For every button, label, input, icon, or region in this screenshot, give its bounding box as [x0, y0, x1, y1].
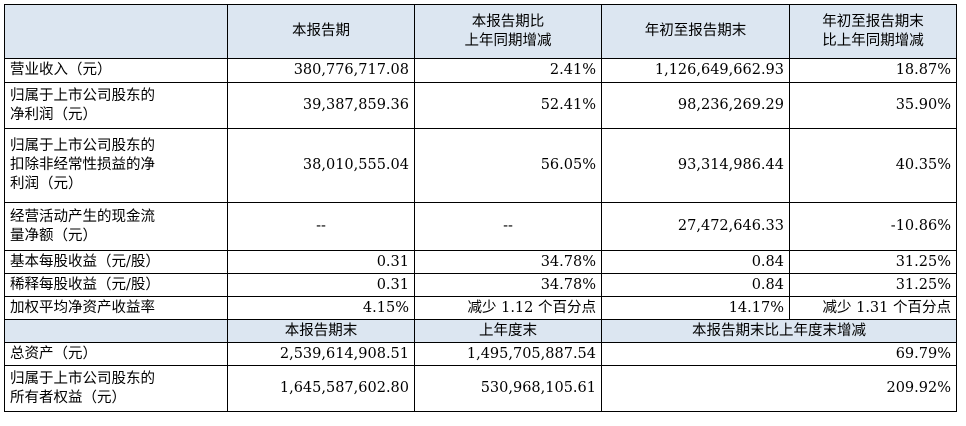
cell-ytd-yoy: 31.25%	[789, 273, 957, 297]
header-change-vs-prior-year-end: 本报告期末比上年度末增减	[601, 319, 957, 343]
label-line: 扣除非经常性损益的净	[10, 157, 155, 173]
cell-ytd-yoy: 18.87%	[789, 58, 957, 83]
cell-prior-year-end: 1,495,705,887.54	[414, 342, 602, 366]
cell-current-period-yoy: 34.78%	[414, 273, 602, 297]
financial-indicators-table: 本报告期 本报告期比 上年同期增减 年初至报告期末 年初至报告期末 比上年同期增…	[4, 4, 957, 412]
header-ytd-yoy: 年初至报告期末 比上年同期增减	[789, 4, 957, 59]
cell-ytd: 1,126,649,662.93	[601, 58, 790, 83]
cell-ytd: 0.84	[601, 273, 790, 297]
cell-ytd: 98,236,269.29	[601, 82, 790, 129]
cell-ytd-yoy: 减少 1.31 个百分点	[789, 296, 957, 320]
row-label: 加权平均净资产收益率	[4, 296, 228, 320]
table-row: 归属于上市公司股东的 扣除非经常性损益的净 利润（元） 38,010,555.0…	[4, 128, 957, 203]
cell-current-period: --	[227, 202, 415, 251]
label-line: 净利润（元）	[10, 106, 97, 123]
header-line: 年初至报告期末	[822, 13, 924, 30]
row-label: 基本每股收益（元/股）	[4, 250, 228, 274]
label-line: 归属于上市公司股东的	[10, 138, 155, 154]
cell-ytd-yoy: 31.25%	[789, 250, 957, 274]
cell-period-end: 2,539,614,908.51	[227, 342, 415, 366]
header-row: 本报告期 本报告期比 上年同期增减 年初至报告期末 年初至报告期末 比上年同期增…	[4, 4, 957, 59]
row-label: 经营活动产生的现金流 量净额（元）	[4, 202, 228, 251]
label-line: 经营活动产生的现金流	[10, 208, 155, 225]
label-line: 归属于上市公司股东的	[10, 370, 155, 387]
cell-current-period: 0.31	[227, 250, 415, 274]
table-row: 加权平均净资产收益率 4.15% 减少 1.12 个百分点 14.17% 减少 …	[4, 296, 957, 320]
cell-ytd: 93,314,986.44	[601, 128, 790, 203]
cell-prior-year-end: 530,968,105.61	[414, 365, 602, 412]
cell-current-period-yoy: 52.41%	[414, 82, 602, 129]
table-row: 归属于上市公司股东的 所有者权益（元） 1,645,587,602.80 530…	[4, 365, 957, 412]
header-corner	[4, 319, 228, 343]
header-corner	[4, 4, 228, 59]
header-line: 上年同期增减	[464, 32, 552, 49]
cell-current-period-yoy: 56.05%	[414, 128, 602, 203]
header-line: 比上年同期增减	[822, 32, 924, 49]
header-period-end: 本报告期末	[227, 319, 415, 343]
table-row: 基本每股收益（元/股） 0.31 34.78% 0.84 31.25%	[4, 250, 957, 274]
label-line: 利润（元）	[10, 176, 83, 192]
cell-current-period-yoy: 34.78%	[414, 250, 602, 274]
cell-current-period: 4.15%	[227, 296, 415, 320]
cell-current-period: 39,387,859.36	[227, 82, 415, 129]
table-row: 经营活动产生的现金流 量净额（元） -- -- 27,472,646.33 -1…	[4, 202, 957, 251]
header-current-period-yoy: 本报告期比 上年同期增减	[414, 4, 602, 59]
row-label: 归属于上市公司股东的 所有者权益（元）	[4, 365, 228, 412]
row-label: 稀释每股收益（元/股）	[4, 273, 228, 297]
table-row: 归属于上市公司股东的 净利润（元） 39,387,859.36 52.41% 9…	[4, 82, 957, 129]
cell-current-period-yoy: 2.41%	[414, 58, 602, 83]
header-ytd: 年初至报告期末	[601, 4, 790, 59]
cell-current-period: 38,010,555.04	[227, 128, 415, 203]
cell-change: 69.79%	[601, 342, 957, 366]
cell-current-period: 0.31	[227, 273, 415, 297]
label-line: 量净额（元）	[10, 227, 97, 244]
table-row: 稀释每股收益（元/股） 0.31 34.78% 0.84 31.25%	[4, 273, 957, 297]
cell-ytd: 14.17%	[601, 296, 790, 320]
table-row: 总资产（元） 2,539,614,908.51 1,495,705,887.54…	[4, 342, 957, 366]
header-prior-year-end: 上年度末	[414, 319, 602, 343]
cell-period-end: 1,645,587,602.80	[227, 365, 415, 412]
row-label: 归属于上市公司股东的 净利润（元）	[4, 82, 228, 129]
cell-change: 209.92%	[601, 365, 957, 412]
header-current-period: 本报告期	[227, 4, 415, 59]
cell-ytd-yoy: 35.90%	[789, 82, 957, 129]
row-label: 营业收入（元）	[4, 58, 228, 83]
cell-current-period: 380,776,717.08	[227, 58, 415, 83]
label-line: 归属于上市公司股东的	[10, 87, 155, 104]
cell-current-period-yoy: 减少 1.12 个百分点	[414, 296, 602, 320]
cell-current-period-yoy: --	[414, 202, 602, 251]
header-line: 本报告期比	[471, 13, 545, 30]
header-row: 本报告期末 上年度末 本报告期末比上年度末增减	[4, 319, 957, 343]
cell-ytd: 27,472,646.33	[601, 202, 790, 251]
row-label: 总资产（元）	[4, 342, 228, 366]
row-label: 归属于上市公司股东的 扣除非经常性损益的净 利润（元）	[4, 128, 228, 203]
cell-ytd: 0.84	[601, 250, 790, 274]
cell-ytd-yoy: -10.86%	[789, 202, 957, 251]
cell-ytd-yoy: 40.35%	[789, 128, 957, 203]
label-line: 所有者权益（元）	[10, 389, 126, 406]
table-row: 营业收入（元） 380,776,717.08 2.41% 1,126,649,6…	[4, 58, 957, 83]
